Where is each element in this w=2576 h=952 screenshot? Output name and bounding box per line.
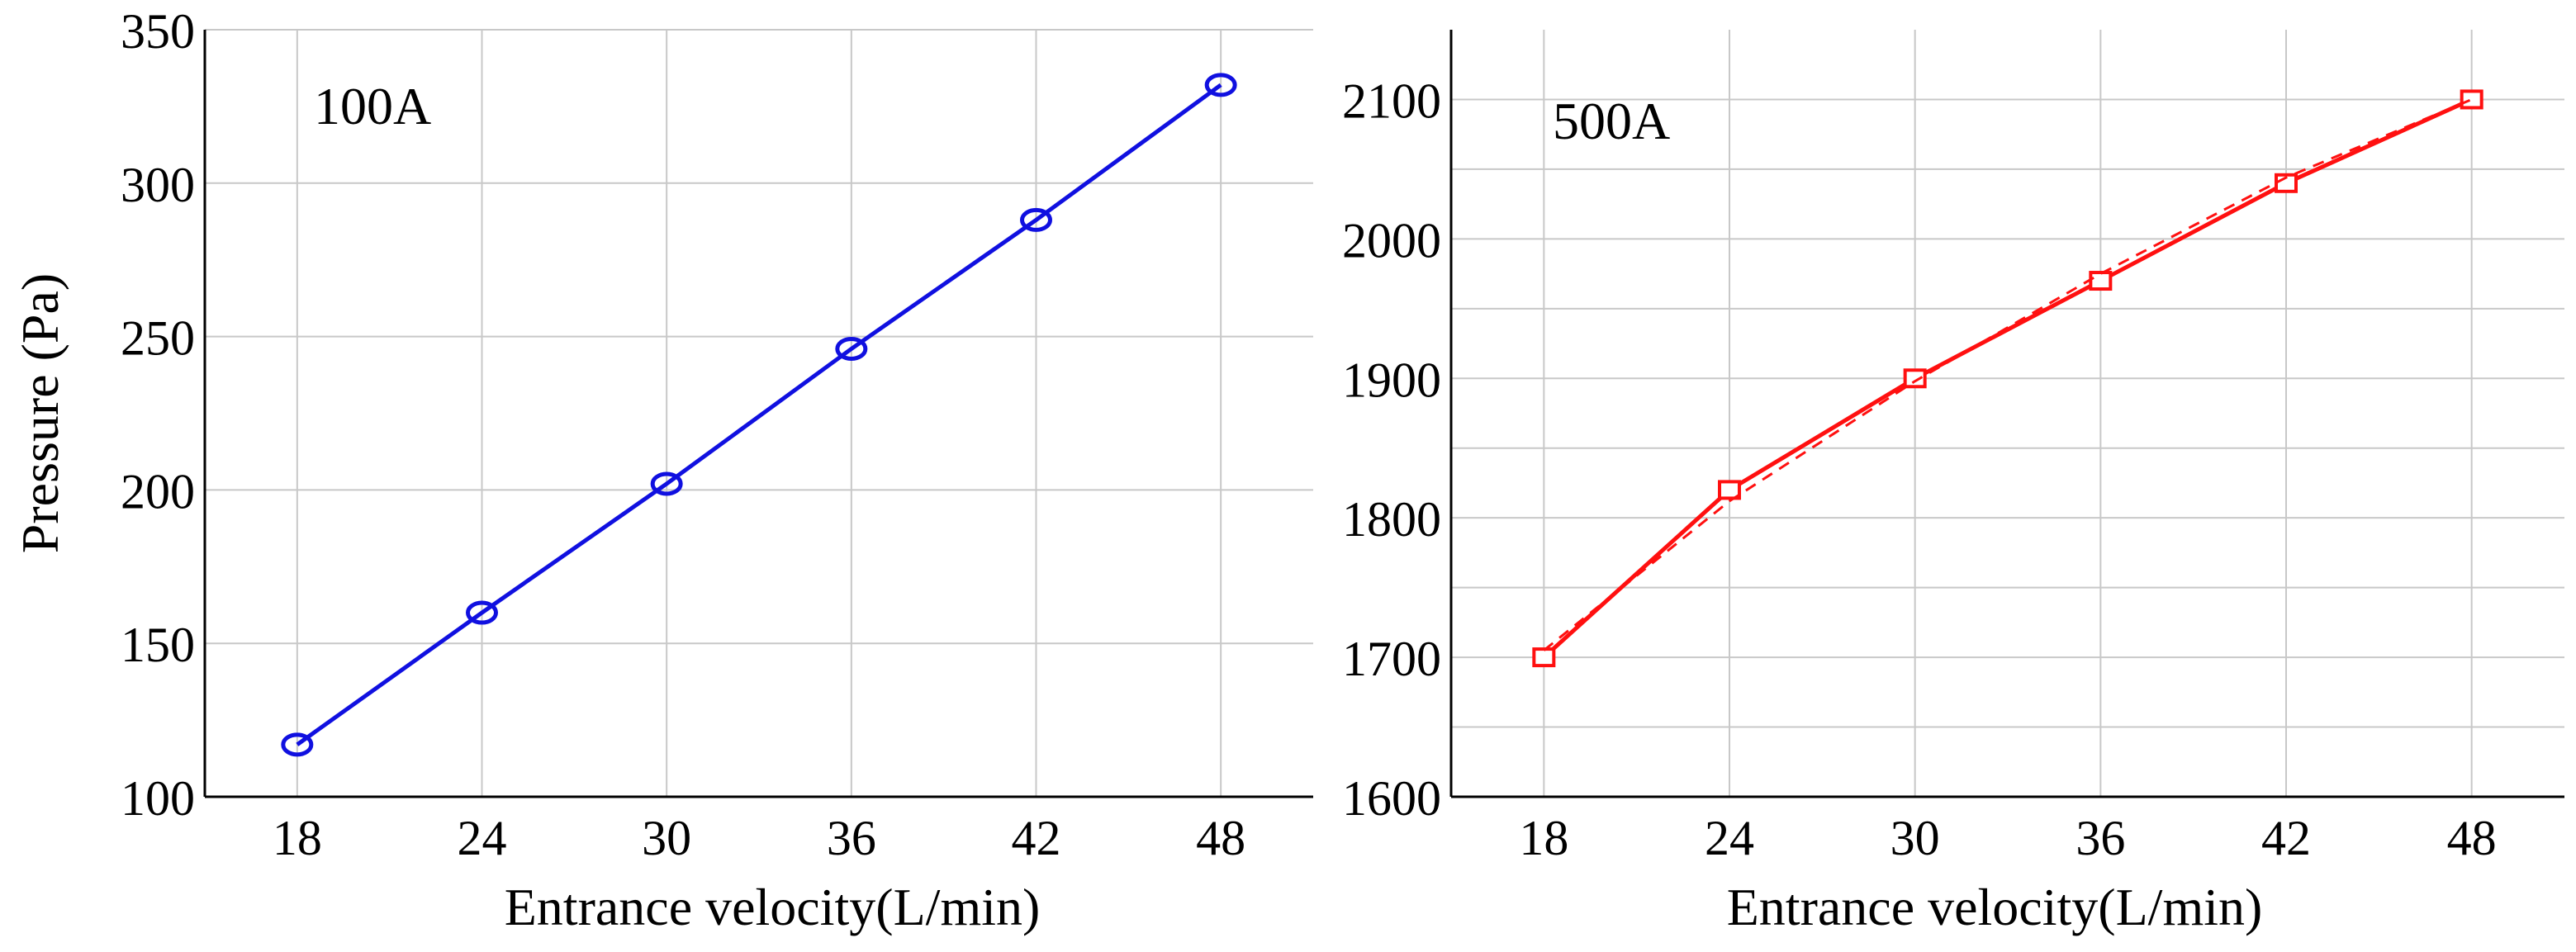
data-point-marker [835,336,868,361]
data-point-marker [1532,647,1556,668]
x-axis-label: Entrance velocity(L/min) [505,878,1041,936]
y-tick-label: 150 [121,618,195,672]
y-tick-label: 1900 [1342,353,1441,407]
data-point-marker [1020,207,1052,232]
data-point-marker [650,471,683,496]
x-tick-label: 36 [2076,811,2125,865]
y-tick-label: 2100 [1342,73,1441,128]
chart-panel-100a: 18 24 30 36 42 48 100 150 200 250 300 350 Entrance v… [11,4,1313,936]
y-tick-label: 300 [121,158,195,212]
y-axis-label: Pressure (Pa) [11,273,69,553]
panel-annotation: 500A [1553,92,1670,150]
data-point-marker [1718,480,1741,500]
data-point-marker [281,732,314,757]
series-line [1542,97,2473,659]
data-point-marker [2089,271,2113,291]
x-tick-label: 48 [2447,811,2497,865]
data-point-marker [2460,89,2483,110]
x-tick-label: 42 [1012,811,1061,865]
chart-panel-500a: 18 24 30 36 42 48 1600 1700 1800 1900 2000 2100 Entr… [1342,30,2564,936]
x-tick-label: 24 [1705,811,1754,865]
x-axis-label: Entrance velocity(L/min) [1727,878,2263,936]
panel-annotation: 100A [314,77,431,135]
x-tick-label: 30 [642,811,691,865]
data-point-marker [466,600,498,625]
x-tick-label: 24 [458,811,507,865]
series-line [296,83,1222,746]
x-tick-label: 18 [1519,811,1568,865]
x-tick-label: 36 [827,811,876,865]
data-point-marker [1204,73,1237,97]
x-tick-label: 48 [1196,811,1245,865]
y-tick-label: 200 [121,464,195,519]
y-tick-label: 1700 [1342,632,1441,686]
series-fit-line [1543,98,2473,651]
y-tick-label: 350 [121,4,195,59]
x-tick-label: 30 [1890,811,1940,865]
y-tick-label: 1800 [1342,492,1441,547]
y-tick-label: 2000 [1342,213,1441,268]
x-tick-label: 42 [2261,811,2311,865]
y-tick-label: 100 [121,771,195,826]
y-tick-label: 250 [121,311,195,366]
y-tick-label: 1600 [1342,771,1441,826]
data-point-marker [1903,368,1927,389]
x-tick-label: 18 [273,811,322,865]
